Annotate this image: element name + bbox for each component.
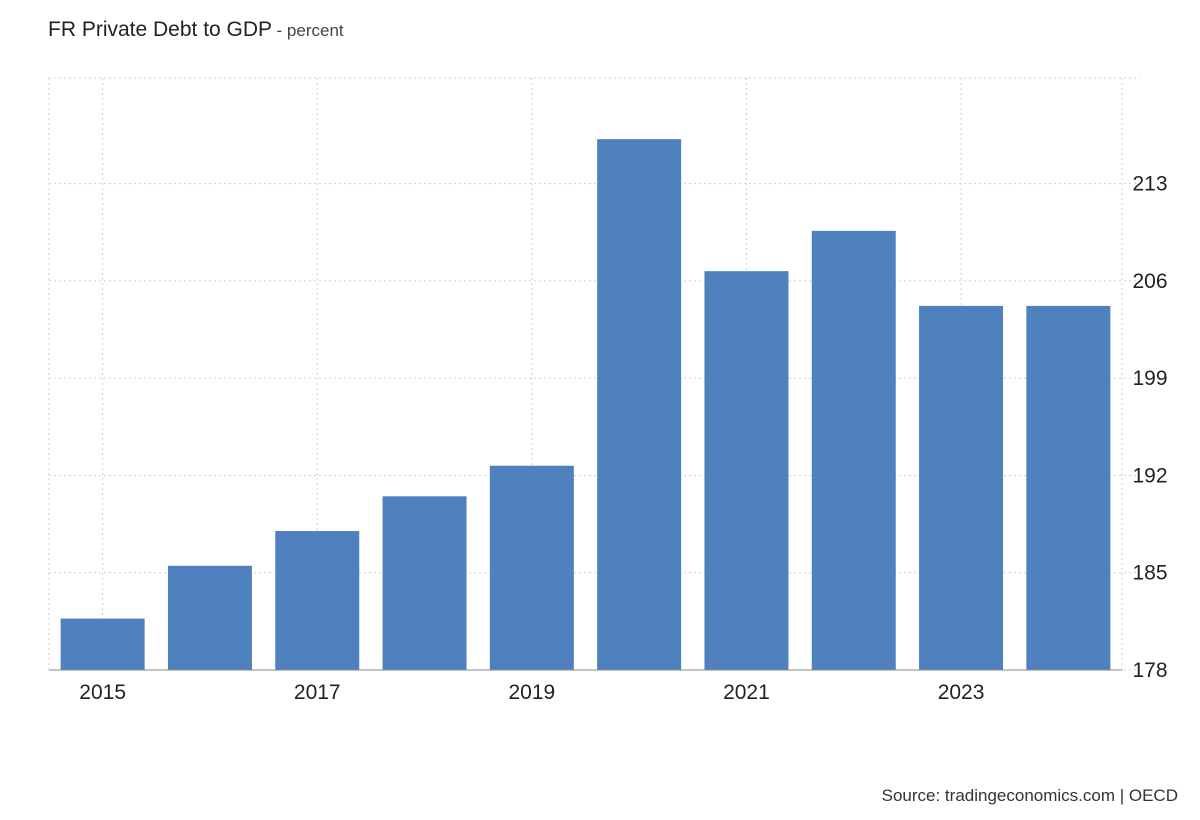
bar-2022 — [811, 230, 896, 671]
chart-title: FR Private Debt to GDP — [48, 18, 273, 41]
bar-2017 — [275, 531, 360, 670]
y-tick-label: 206 — [1132, 270, 1167, 293]
bar-2018 — [382, 496, 467, 670]
bar-2016 — [167, 565, 252, 670]
y-tick-label: 192 — [1132, 464, 1167, 487]
y-tick-label: 199 — [1132, 367, 1167, 390]
x-tick-label: 2023 — [938, 681, 985, 704]
bar-2020 — [597, 139, 682, 671]
bar-2019 — [489, 465, 574, 670]
x-tick-label: 2019 — [508, 681, 555, 704]
x-tick-label: 2015 — [79, 681, 126, 704]
bar-2024 — [1026, 305, 1111, 670]
y-tick-label: 213 — [1132, 173, 1167, 196]
bar-2023 — [919, 305, 1004, 670]
chart-subtitle: - percent — [276, 21, 344, 40]
bar-2015 — [60, 618, 145, 670]
chart-title-block: FR Private Debt to GDP - percent — [48, 18, 344, 42]
x-tick-label: 2017 — [294, 681, 341, 704]
source-credit: Source: tradingeconomics.com | OECD — [881, 786, 1178, 805]
x-tick-label: 2021 — [723, 681, 770, 704]
y-tick-label: 185 — [1132, 562, 1167, 585]
y-tick-label: 178 — [1132, 659, 1167, 682]
bar-2021 — [704, 271, 789, 670]
